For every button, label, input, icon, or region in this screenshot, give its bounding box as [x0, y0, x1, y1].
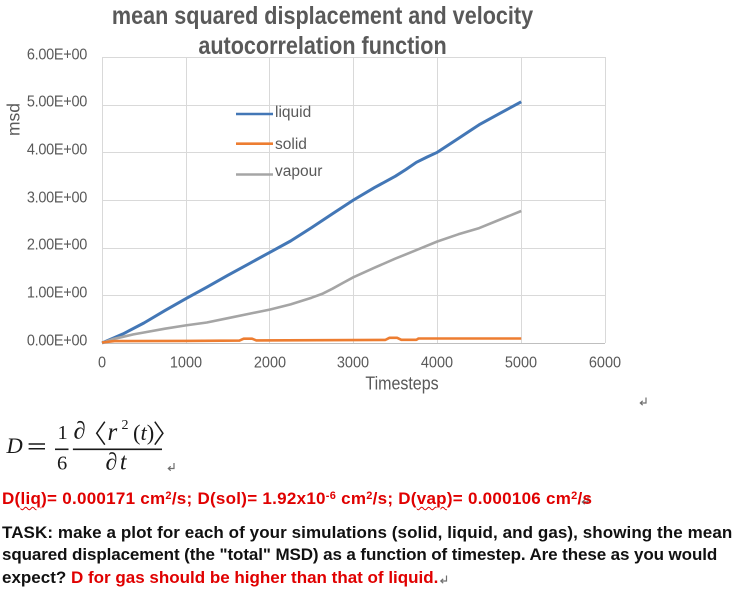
svg-text:2: 2: [122, 418, 129, 433]
svg-text:r: r: [108, 419, 118, 446]
svg-text:∂: ∂: [74, 418, 86, 445]
svg-text:6: 6: [57, 453, 67, 475]
svg-text:∂t: ∂ t: [106, 449, 128, 475]
svg-text:D: D: [6, 433, 23, 458]
svg-text:1: 1: [58, 422, 68, 444]
svg-text:(t): (t): [133, 420, 154, 445]
